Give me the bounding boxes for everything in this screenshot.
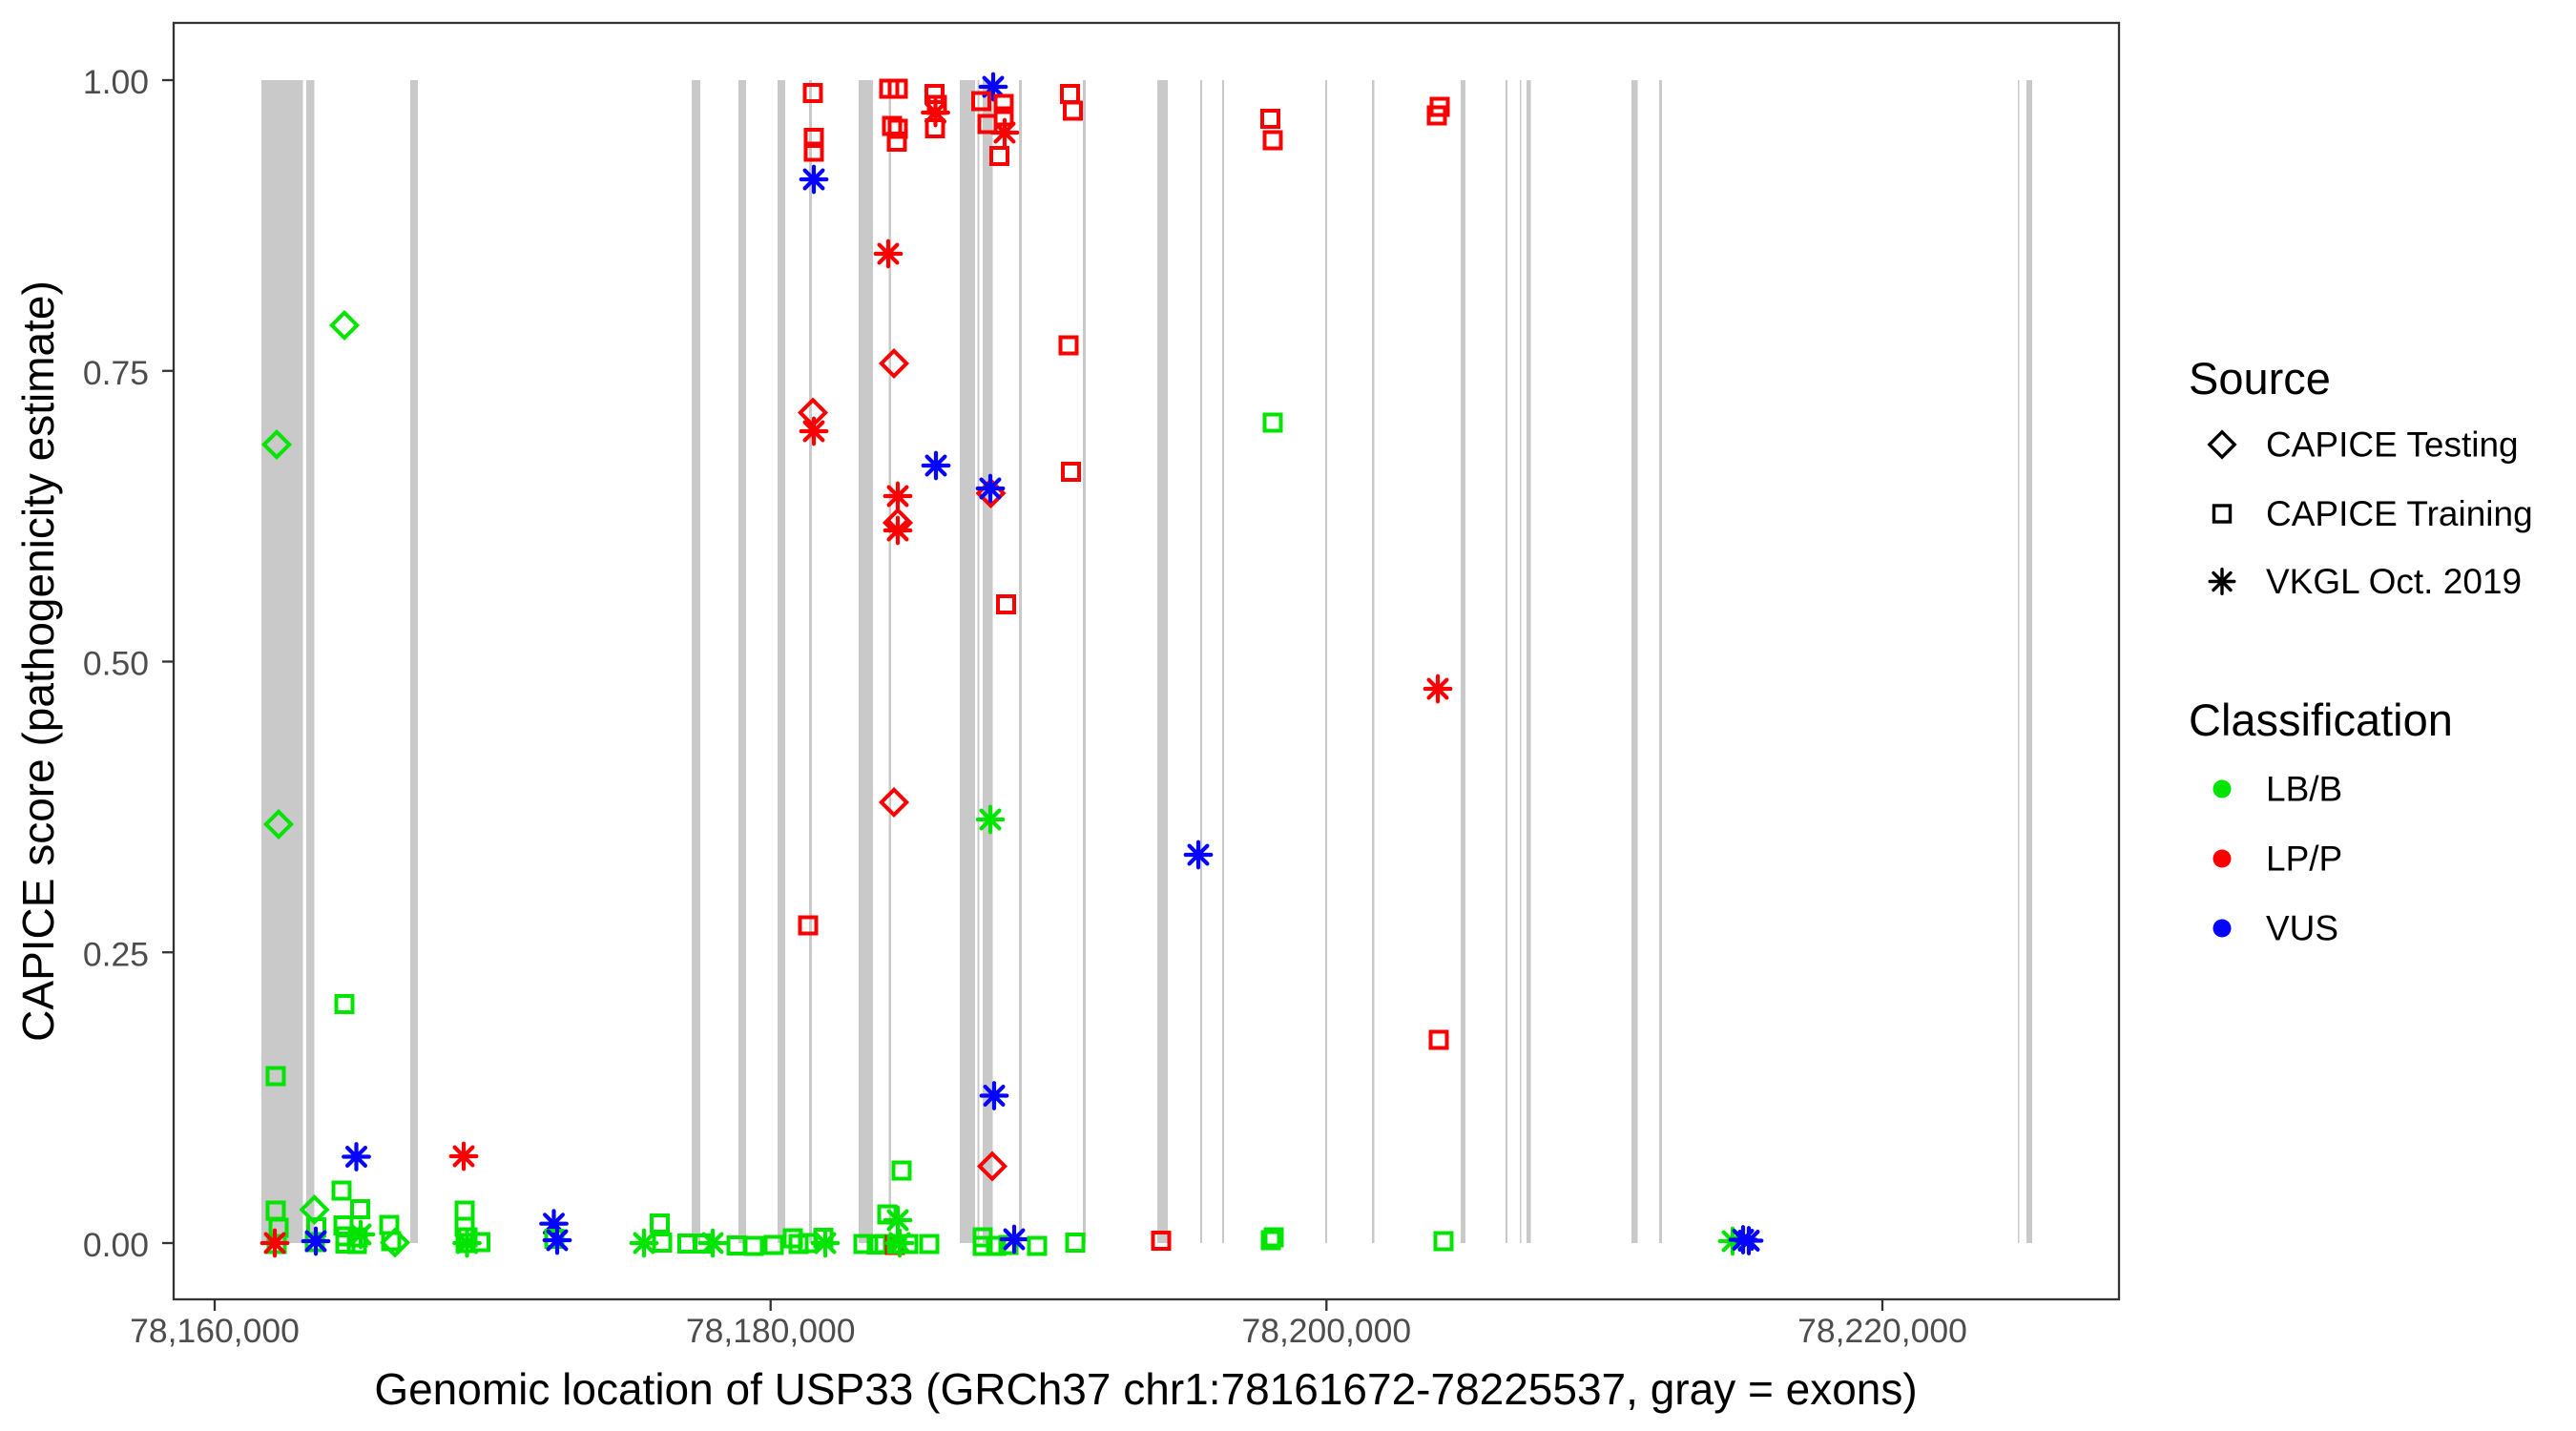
svg-text:78,220,000: 78,220,000 [1797,1312,1967,1350]
svg-text:78,200,000: 78,200,000 [1241,1312,1411,1350]
svg-text:VKGL Oct. 2019: VKGL Oct. 2019 [2266,562,2522,601]
svg-text:VUS: VUS [2266,909,2338,948]
svg-text:Source: Source [2189,353,2331,404]
svg-text:0.00: 0.00 [83,1226,149,1264]
svg-text:78,160,000: 78,160,000 [130,1312,300,1350]
svg-text:Genomic location of USP33 (GRC: Genomic location of USP33 (GRCh37 chr1:7… [374,1364,1917,1414]
svg-text:0.25: 0.25 [83,935,149,973]
svg-text:1.00: 1.00 [83,63,149,101]
svg-text:0.50: 0.50 [83,645,149,683]
svg-text:0.75: 0.75 [83,354,149,392]
svg-text:LP/P: LP/P [2266,840,2342,879]
svg-text:CAPICE Training: CAPICE Training [2266,494,2533,533]
svg-text:78,180,000: 78,180,000 [686,1312,856,1350]
svg-text:LB/B: LB/B [2266,770,2342,809]
svg-text:Classification: Classification [2189,695,2453,745]
svg-text:CAPICE Testing: CAPICE Testing [2266,425,2519,465]
svg-text:CAPICE score (pathogenicity es: CAPICE score (pathogenicity estimate) [13,280,63,1042]
